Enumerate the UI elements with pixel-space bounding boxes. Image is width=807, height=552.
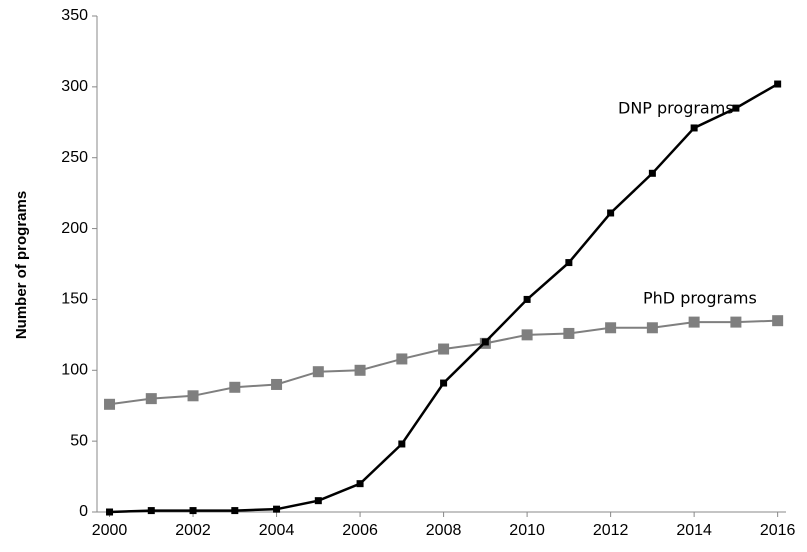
marker: [273, 505, 281, 513]
marker: [774, 80, 782, 88]
y-tick-label: 100: [61, 362, 88, 379]
x-tick-label: 2012: [593, 522, 629, 539]
marker: [521, 329, 533, 341]
marker: [438, 343, 450, 355]
marker: [231, 507, 239, 515]
marker: [440, 379, 448, 387]
y-tick-label: 200: [61, 220, 88, 237]
x-tick-label: 2016: [760, 522, 796, 539]
annotation: PhD programs: [643, 289, 757, 308]
marker: [229, 381, 241, 393]
marker: [481, 338, 489, 346]
marker: [356, 480, 364, 488]
annotation: DNP programs: [618, 99, 734, 118]
marker: [646, 322, 658, 334]
y-tick-label: 150: [61, 291, 88, 308]
x-tick-label: 2014: [676, 522, 712, 539]
y-tick-label: 50: [70, 432, 88, 449]
marker: [605, 322, 617, 334]
marker: [147, 507, 155, 515]
x-tick-label: 2002: [175, 522, 211, 539]
marker: [398, 440, 406, 448]
marker: [563, 327, 575, 339]
marker: [565, 259, 573, 267]
marker: [523, 295, 531, 303]
marker: [732, 104, 740, 112]
series-line: [109, 319, 778, 406]
x-tick-label: 2010: [509, 522, 545, 539]
marker: [312, 366, 324, 378]
marker: [648, 169, 656, 177]
marker: [730, 316, 742, 328]
marker: [145, 393, 157, 405]
y-tick-label: 300: [61, 78, 88, 95]
x-tick-label: 2004: [259, 522, 295, 539]
y-tick-label: 0: [79, 503, 88, 520]
marker: [314, 497, 322, 505]
y-axis-label: Number of programs: [13, 191, 30, 339]
y-tick-label: 350: [61, 7, 88, 24]
marker: [607, 209, 615, 217]
y-tick-label: 250: [61, 149, 88, 166]
x-tick-label: 2000: [92, 522, 128, 539]
marker: [271, 378, 283, 390]
marker: [688, 316, 700, 328]
marker: [772, 315, 784, 327]
marker: [354, 364, 366, 376]
marker: [106, 508, 114, 516]
marker: [189, 507, 197, 515]
marker: [187, 390, 199, 402]
x-tick-label: 2006: [342, 522, 378, 539]
marker: [690, 124, 698, 132]
marker: [104, 398, 116, 410]
marker: [396, 353, 408, 365]
x-tick-label: 2008: [426, 522, 462, 539]
